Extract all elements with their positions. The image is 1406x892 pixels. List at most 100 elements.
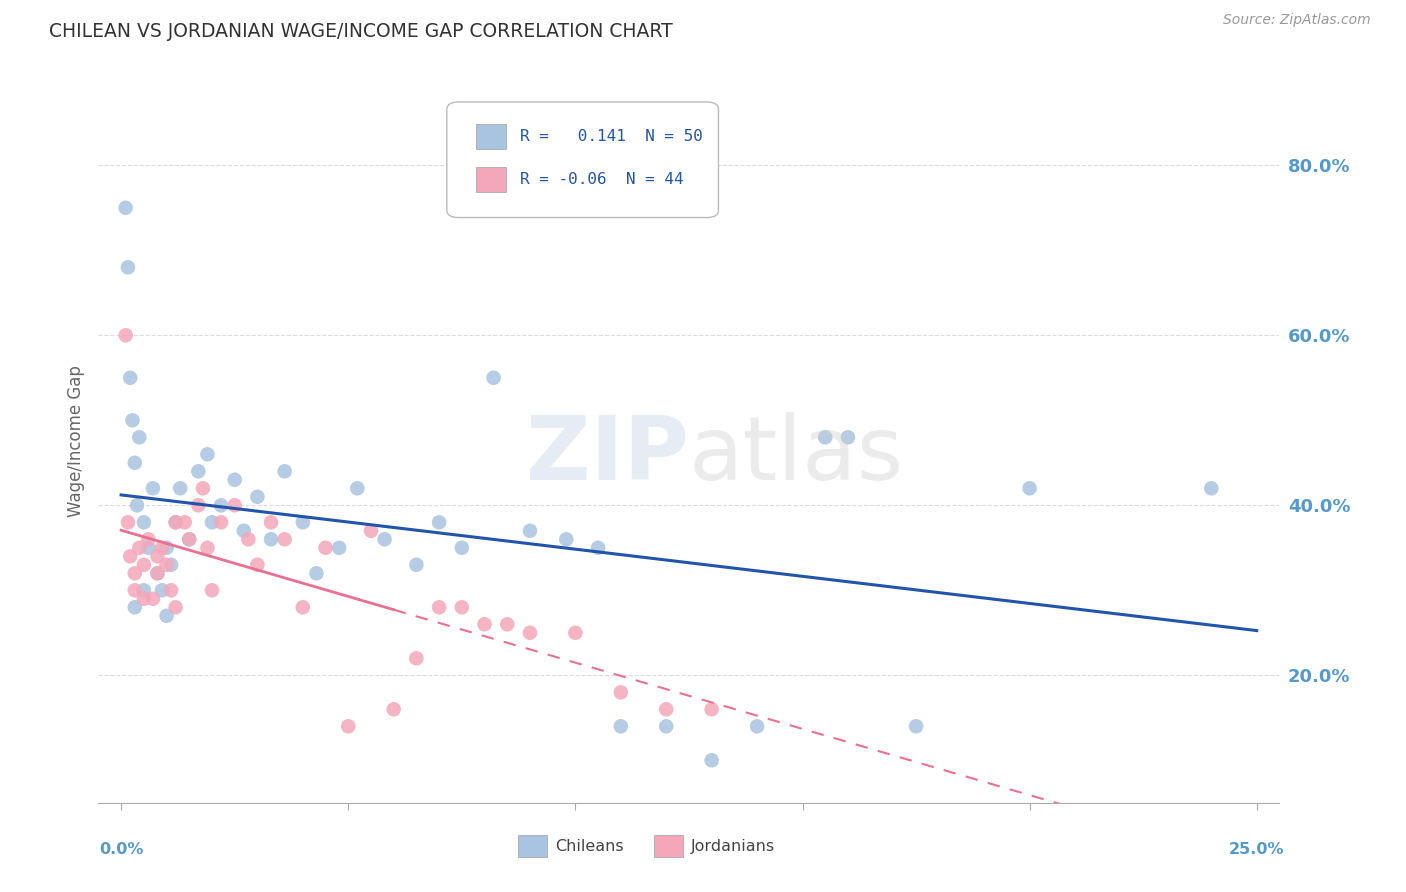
Point — [427, 516, 450, 530]
Point — [120, 371, 142, 385]
Point — [150, 583, 173, 598]
Text: 0.0%: 0.0% — [98, 842, 143, 856]
Point — [132, 558, 155, 572]
Point — [655, 719, 678, 733]
Point — [187, 464, 209, 478]
Point — [114, 328, 136, 343]
Point — [197, 447, 219, 461]
Text: Source: ZipAtlas.com: Source: ZipAtlas.com — [1223, 13, 1371, 28]
FancyBboxPatch shape — [447, 102, 718, 218]
Text: atlas: atlas — [689, 412, 904, 500]
Point — [427, 600, 450, 615]
Point — [138, 541, 160, 555]
Text: R =   0.141  N = 50: R = 0.141 N = 50 — [520, 129, 703, 145]
Bar — [477, 167, 506, 193]
Point — [187, 498, 209, 512]
Point — [125, 498, 148, 512]
Point — [165, 600, 187, 615]
Point — [360, 524, 382, 538]
Point — [124, 583, 146, 598]
Point — [138, 533, 160, 547]
Point — [132, 516, 155, 530]
Point — [655, 702, 678, 716]
Point — [132, 591, 155, 606]
Point — [246, 490, 269, 504]
Point — [120, 549, 142, 564]
Point — [146, 566, 169, 581]
Text: CHILEAN VS JORDANIAN WAGE/INCOME GAP CORRELATION CHART: CHILEAN VS JORDANIAN WAGE/INCOME GAP COR… — [49, 22, 673, 41]
Point — [128, 541, 150, 555]
Point — [564, 625, 586, 640]
Point — [173, 516, 195, 530]
Point — [191, 481, 214, 495]
Point — [165, 516, 187, 530]
Bar — [517, 835, 547, 857]
Point — [337, 719, 360, 733]
Point — [201, 583, 224, 598]
Point — [1018, 481, 1040, 495]
Point — [201, 516, 224, 530]
Point — [1201, 481, 1223, 495]
Point — [124, 566, 146, 581]
Point — [160, 583, 183, 598]
Point — [150, 541, 173, 555]
Point — [745, 719, 768, 733]
Point — [496, 617, 519, 632]
Point — [519, 625, 541, 640]
Text: R = -0.06  N = 44: R = -0.06 N = 44 — [520, 172, 683, 187]
Point — [837, 430, 859, 444]
Point — [700, 702, 723, 716]
Point — [132, 583, 155, 598]
Point — [232, 524, 254, 538]
Point — [291, 516, 314, 530]
Point — [305, 566, 328, 581]
Point — [450, 600, 472, 615]
Point — [142, 481, 165, 495]
Text: Chileans: Chileans — [555, 838, 624, 854]
Point — [814, 430, 837, 444]
Point — [474, 617, 496, 632]
Point — [346, 481, 368, 495]
Point — [405, 651, 427, 665]
Point — [450, 541, 472, 555]
Point — [179, 533, 201, 547]
Point — [128, 430, 150, 444]
Point — [142, 591, 165, 606]
Point — [179, 533, 201, 547]
Y-axis label: Wage/Income Gap: Wage/Income Gap — [66, 366, 84, 517]
Point — [374, 533, 396, 547]
Point — [124, 600, 146, 615]
Point — [519, 524, 541, 538]
Point — [610, 685, 633, 699]
Point — [155, 608, 177, 623]
Point — [155, 558, 177, 572]
Text: 25.0%: 25.0% — [1229, 842, 1285, 856]
Point — [700, 753, 723, 767]
Point — [291, 600, 314, 615]
Point — [260, 516, 283, 530]
Point — [315, 541, 337, 555]
Point — [382, 702, 405, 716]
Point — [117, 516, 139, 530]
Point — [555, 533, 578, 547]
Point — [169, 481, 191, 495]
Point — [165, 516, 187, 530]
Point — [905, 719, 928, 733]
Point — [146, 566, 169, 581]
Point — [405, 558, 427, 572]
Bar — [477, 124, 506, 149]
Point — [482, 371, 505, 385]
Point — [209, 516, 232, 530]
Text: Jordanians: Jordanians — [692, 838, 776, 854]
Point — [610, 719, 633, 733]
Point — [121, 413, 143, 427]
Point — [197, 541, 219, 555]
Text: ZIP: ZIP — [526, 412, 689, 500]
Point — [260, 533, 283, 547]
Point — [328, 541, 350, 555]
Point — [160, 558, 183, 572]
Point — [117, 260, 139, 275]
Point — [273, 533, 295, 547]
Point — [224, 498, 246, 512]
Bar — [654, 835, 683, 857]
